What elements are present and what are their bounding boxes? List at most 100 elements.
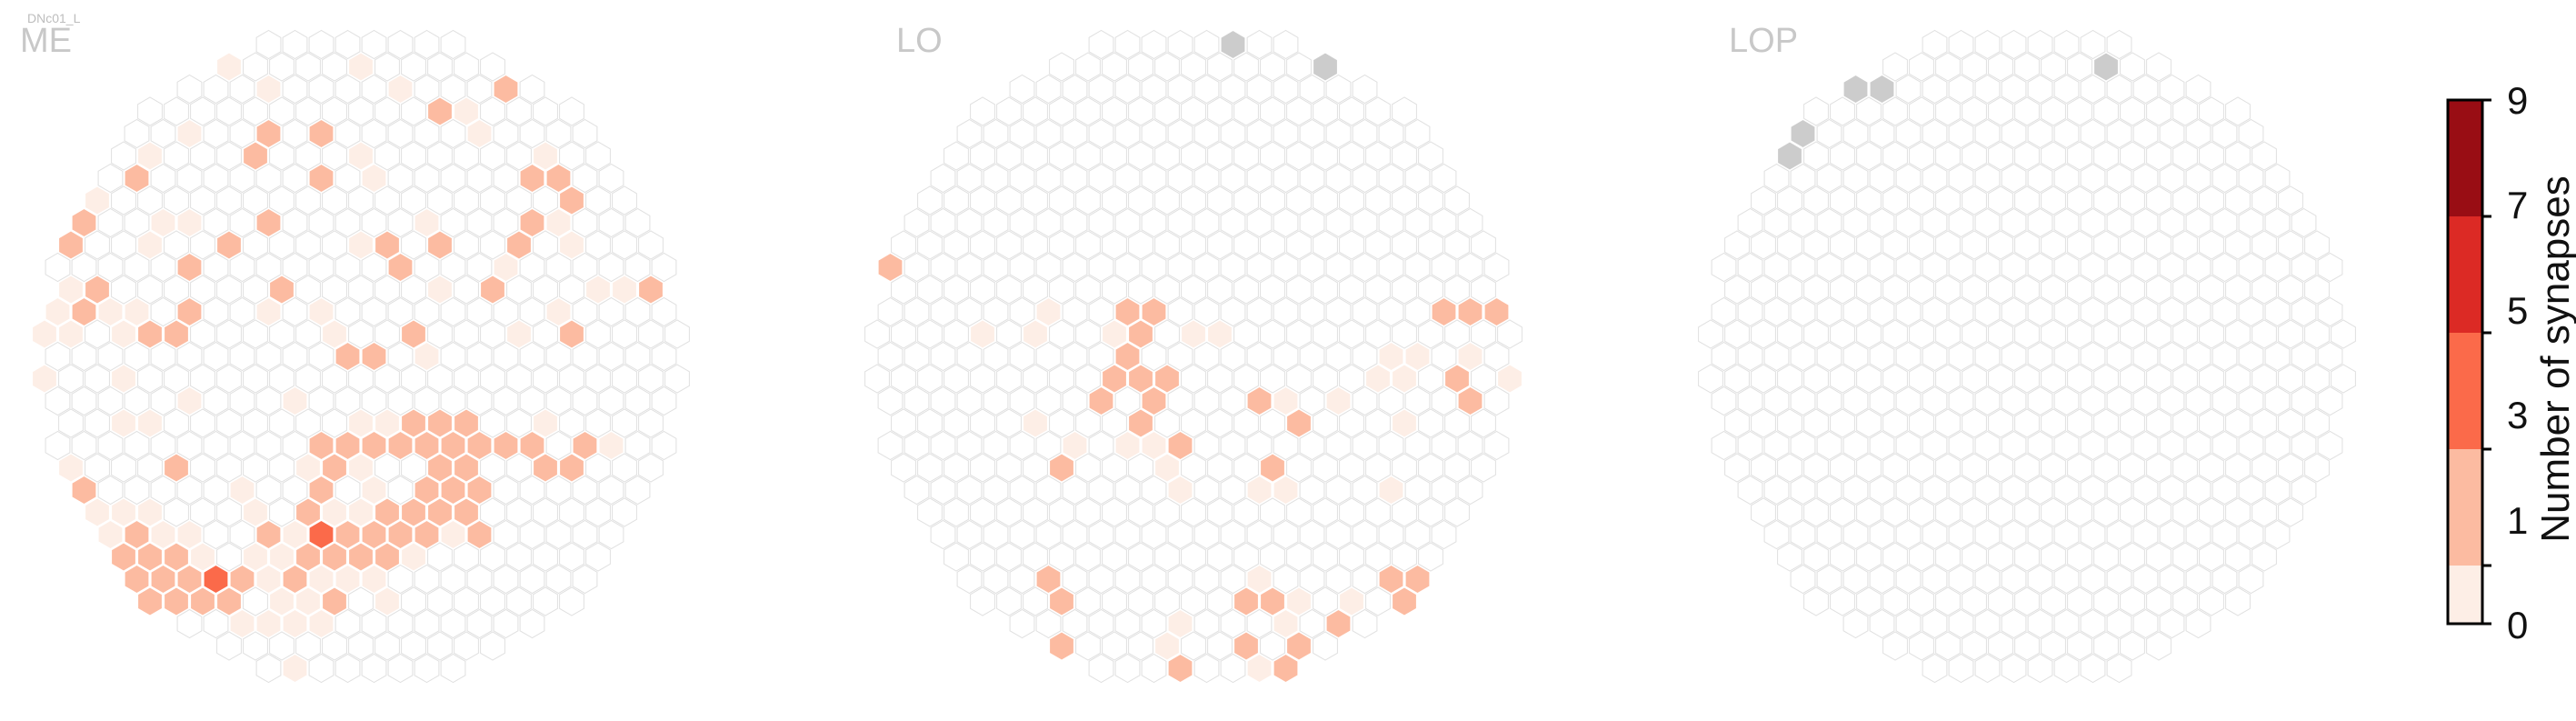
hex-cell-empty	[1141, 29, 1167, 60]
hex-cell-empty	[1935, 230, 1961, 260]
hex-cell-empty	[2027, 207, 2053, 238]
hex-cell-empty	[2132, 296, 2159, 327]
hex-cell-empty	[1023, 586, 1048, 616]
hex-cell-empty	[1763, 341, 1790, 372]
hex-cell-empty	[1974, 74, 2001, 105]
hex-cell-empty	[956, 163, 983, 194]
hex-cell-empty	[216, 319, 242, 349]
hex-cell-empty	[1763, 519, 1790, 550]
hex-cell-empty	[1128, 542, 1153, 572]
hex-cell-empty	[334, 296, 361, 327]
hex-cell-empty	[216, 185, 242, 215]
hex-cell-filled	[1128, 364, 1153, 394]
hex-cell-empty	[269, 96, 295, 126]
hex-cell-empty	[1167, 386, 1193, 416]
hex-cell-empty	[1988, 542, 2013, 572]
hex-cell-empty	[1948, 386, 1974, 416]
hex-cell-filled	[559, 453, 584, 483]
hex-cell-filled	[1141, 430, 1167, 461]
hex-cell-filled	[1181, 319, 1206, 349]
hex-cell-empty	[1856, 408, 1882, 438]
hex-cell-empty	[1392, 542, 1417, 572]
hex-cell-empty	[2264, 296, 2291, 327]
hex-cell-empty	[545, 386, 572, 416]
hex-cell-empty	[1088, 653, 1114, 684]
hex-cell-empty	[2199, 586, 2224, 616]
hex-cell-empty	[1299, 74, 1325, 105]
hex-cell-empty	[533, 586, 558, 616]
hex-cell-filled	[1457, 386, 1483, 416]
hex-cell-empty	[996, 96, 1022, 126]
hex-cell-empty	[1260, 96, 1285, 126]
hex-cell-empty	[1842, 475, 1869, 506]
hex-cell-empty	[348, 185, 374, 215]
hex-cell-empty	[124, 207, 150, 238]
hex-cell-empty	[2252, 275, 2277, 305]
hex-cell-filled	[58, 275, 84, 305]
hex-cell-empty	[2159, 118, 2185, 149]
hex-cell-empty	[493, 163, 519, 194]
hex-cell-empty	[1299, 430, 1325, 461]
hex-cell-empty	[269, 319, 295, 349]
hex-cell-empty	[1273, 296, 1299, 327]
hex-cell-empty	[1181, 185, 1206, 215]
hex-cell-empty	[164, 408, 189, 438]
hex-cell-empty	[559, 542, 584, 572]
hex-cell-filled	[308, 519, 334, 550]
hex-cell-filled	[361, 341, 387, 372]
hex-cell-filled	[466, 118, 493, 149]
hex-cell-empty	[1444, 185, 1470, 215]
hex-cell-empty	[1816, 252, 1842, 283]
hex-cell-empty	[1737, 341, 1763, 372]
hex-cell-empty	[2185, 564, 2212, 595]
hex-cell-empty	[2199, 497, 2224, 527]
hex-cell-empty	[1167, 163, 1193, 194]
hex-cell-empty	[1154, 408, 1180, 438]
hex-cell-empty	[269, 631, 295, 661]
hex-cell-empty	[651, 386, 677, 416]
hex-cell-filled	[427, 497, 453, 527]
hex-cell-empty	[1009, 118, 1035, 149]
hex-cell-empty	[1842, 386, 1869, 416]
hex-cell-empty	[2225, 319, 2251, 349]
hex-cell-empty	[1869, 386, 1895, 416]
hex-cell-empty	[1988, 497, 2013, 527]
hex-cell-empty	[1233, 542, 1259, 572]
hex-cell-empty	[2106, 386, 2132, 416]
hex-cell-empty	[519, 564, 545, 595]
hex-cell-empty	[1299, 163, 1325, 194]
hex-cell-empty	[1207, 453, 1233, 483]
hex-cell-empty	[612, 319, 637, 349]
hex-cell-filled	[1378, 341, 1404, 372]
hex-cell-empty	[2146, 497, 2172, 527]
hex-cell-empty	[334, 29, 361, 60]
hex-cell-empty	[1457, 430, 1483, 461]
hex-cell-empty	[1220, 564, 1246, 595]
hex-cell-filled	[440, 519, 466, 550]
hex-cell-filled	[466, 475, 493, 506]
hex-cell-empty	[1751, 230, 1776, 260]
hex-cell-empty	[2120, 497, 2145, 527]
hex-cell-empty	[255, 430, 282, 461]
hex-cell-empty	[243, 230, 268, 260]
hex-cell-empty	[1830, 586, 1855, 616]
hex-cell-empty	[612, 497, 637, 527]
hex-cell-empty	[1378, 296, 1404, 327]
hex-cell-filled	[137, 141, 163, 171]
hex-cell-empty	[1181, 408, 1206, 438]
hex-cell-empty	[1431, 163, 1457, 194]
hex-cell-empty	[1763, 386, 1790, 416]
hex-cell-empty	[2120, 586, 2145, 616]
hex-cell-empty	[1114, 653, 1141, 684]
hex-cell-empty	[203, 341, 229, 372]
hex-cell-empty	[295, 275, 321, 305]
hex-cell-filled	[1260, 453, 1285, 483]
hex-cell-filled	[1154, 631, 1180, 661]
hex-cell-empty	[944, 141, 969, 171]
hex-cell-empty	[559, 141, 584, 171]
hex-cell-empty	[440, 29, 466, 60]
hex-cell-empty	[1352, 74, 1378, 105]
hex-cell-empty	[1948, 608, 1974, 639]
hex-cell-empty	[2041, 586, 2066, 616]
hex-cell-empty	[1128, 96, 1153, 126]
